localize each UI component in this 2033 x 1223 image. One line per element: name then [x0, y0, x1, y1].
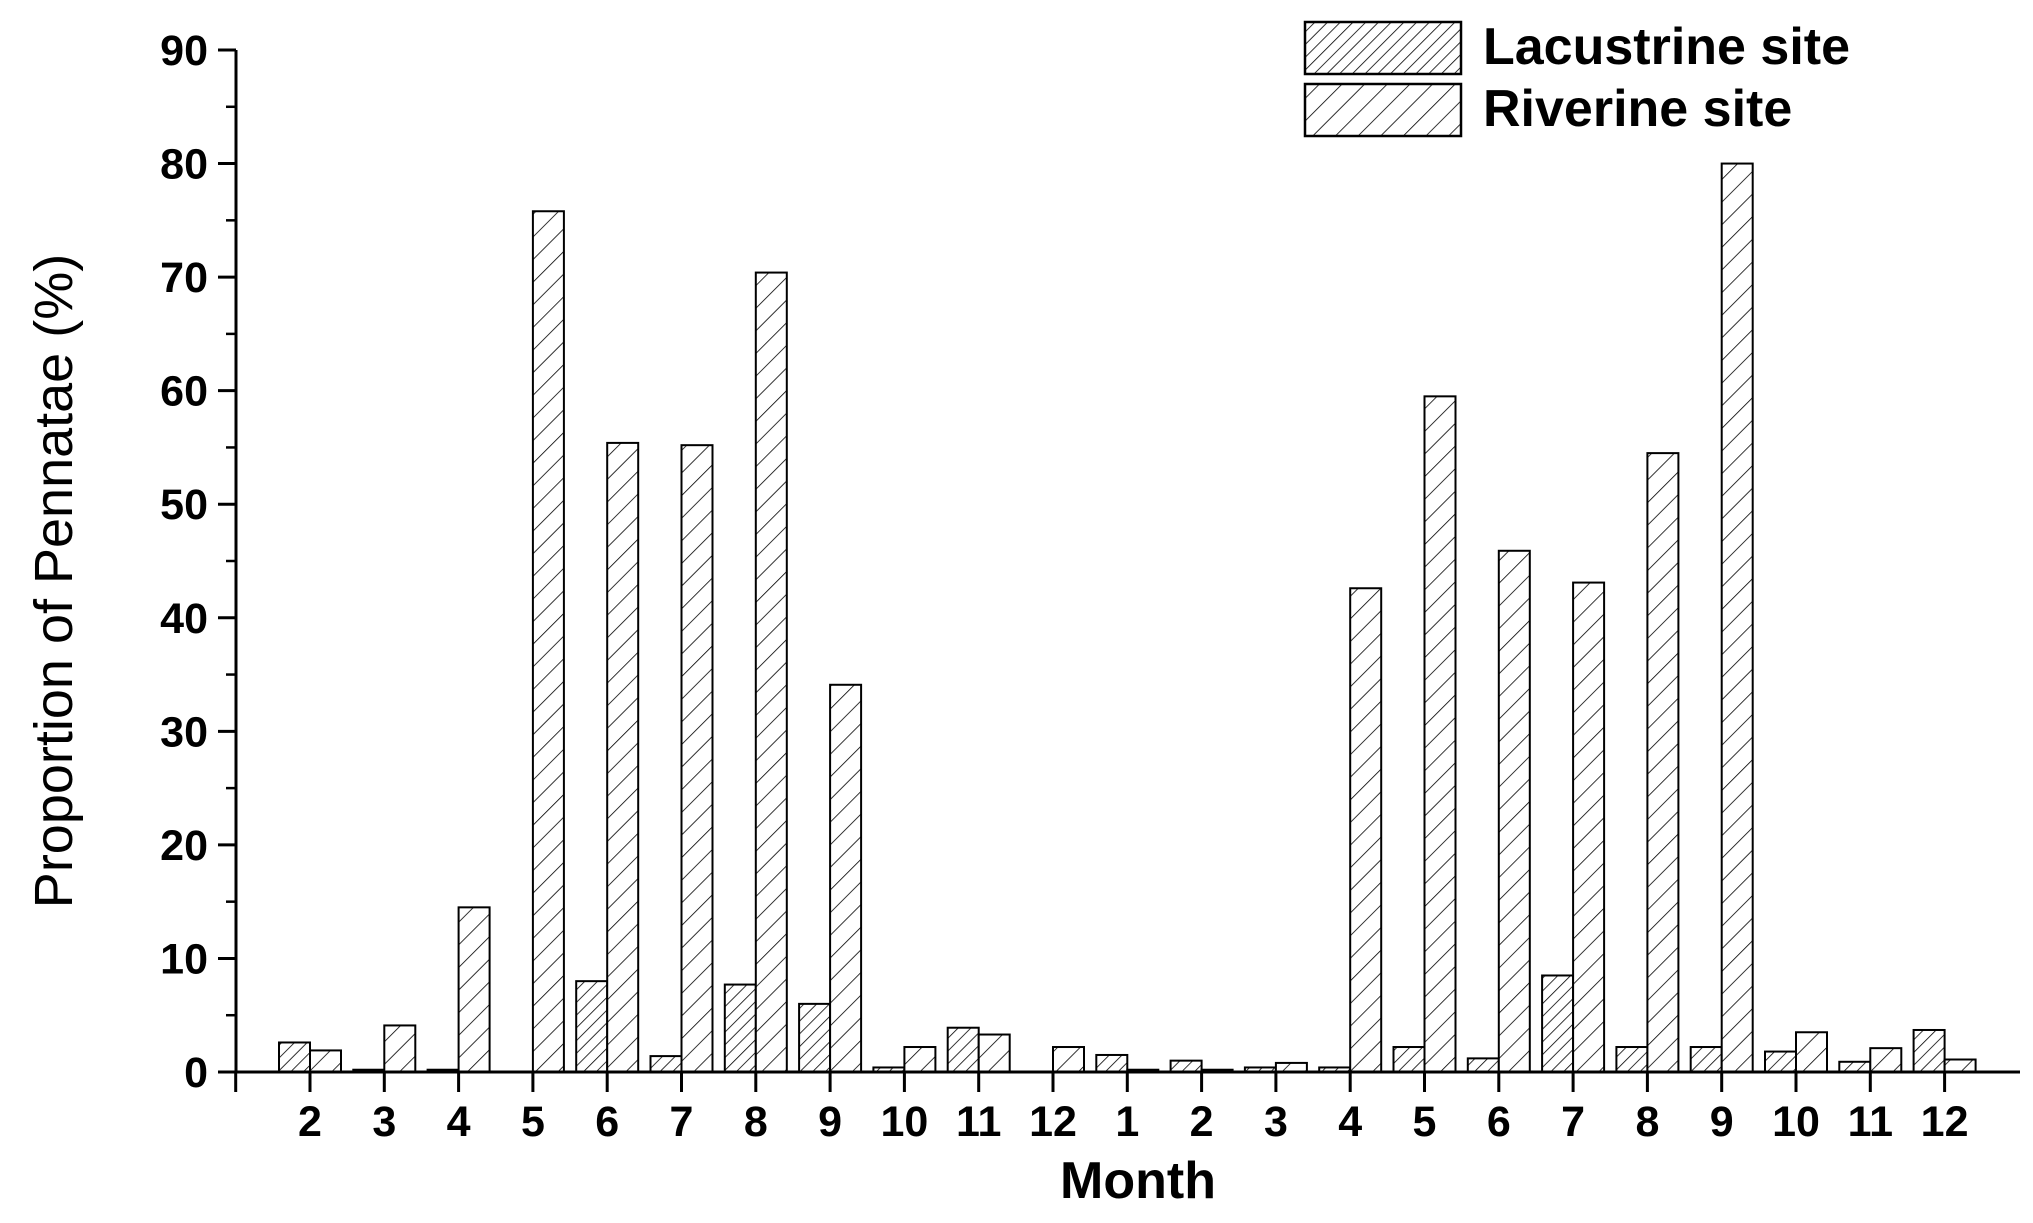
y-tick-label-20: 20 — [160, 822, 208, 870]
bar-riverine-5 — [680, 444, 714, 1073]
y-tick-label-10: 10 — [160, 935, 208, 983]
bar-lacustrine-11 — [1095, 1053, 1129, 1074]
x-tick-label-12: 2 — [1190, 1098, 1214, 1146]
x-tick-label-4: 6 — [595, 1098, 619, 1146]
bar-lacustrine-5 — [649, 1055, 683, 1073]
bar-riverine-18 — [1646, 452, 1680, 1074]
bar-riverine-16 — [1497, 549, 1531, 1073]
x-axis-title: Month — [1060, 1152, 1216, 1210]
x-tick-label-9: 11 — [956, 1098, 1001, 1146]
bar-riverine-15 — [1423, 395, 1457, 1074]
bar-riverine-7 — [829, 683, 863, 1074]
bar-riverine-14 — [1349, 587, 1383, 1074]
legend-label-lacustrine: Lacustrine site — [1483, 18, 1850, 76]
bar-lacustrine-18 — [1615, 1046, 1649, 1074]
x-tick-label-19: 9 — [1710, 1098, 1734, 1146]
bar-riverine-21 — [1869, 1047, 1903, 1073]
bar-lacustrine-6 — [723, 983, 757, 1073]
x-tick-label-7: 9 — [818, 1098, 842, 1146]
x-tick-label-5: 7 — [670, 1098, 694, 1146]
bar-riverine-10 — [1052, 1046, 1085, 1074]
x-tick-label-11: 1 — [1115, 1098, 1139, 1146]
bar-lacustrine-22 — [1912, 1028, 1946, 1074]
x-tick-label-15: 5 — [1413, 1098, 1437, 1146]
bar-riverine-19 — [1720, 162, 1754, 1074]
bar-riverine-9 — [977, 1033, 1011, 1073]
x-tick-label-22: 12 — [1921, 1098, 1969, 1146]
bar-riverine-22 — [1943, 1058, 1977, 1074]
bar-lacustrine-20 — [1764, 1050, 1797, 1074]
bar-lacustrine-12 — [1169, 1059, 1203, 1073]
x-tick-label-14: 4 — [1338, 1098, 1362, 1146]
axes-layer — [218, 48, 2020, 1092]
x-tick-label-21: 11 — [1848, 1098, 1893, 1146]
y-tick-label-0: 0 — [184, 1049, 208, 1097]
x-tick-label-0: 2 — [298, 1098, 322, 1146]
y-tick-label-40: 40 — [160, 595, 208, 643]
x-tick-label-18: 8 — [1635, 1098, 1659, 1146]
bar-lacustrine-9 — [946, 1026, 980, 1074]
x-tick-label-8: 10 — [880, 1098, 928, 1146]
bar-lacustrine-0 — [278, 1041, 311, 1074]
bar-riverine-6 — [754, 271, 788, 1073]
y-tick-label-80: 80 — [160, 141, 208, 189]
y-tick-label-30: 30 — [160, 708, 208, 756]
x-tick-label-17: 7 — [1561, 1098, 1585, 1146]
x-tick-label-20: 10 — [1772, 1098, 1820, 1146]
bar-lacustrine-16 — [1466, 1057, 1500, 1073]
legend-swatch-lacustrine — [1303, 20, 1463, 76]
y-tick-label-60: 60 — [160, 368, 208, 416]
x-tick-label-6: 8 — [744, 1098, 768, 1146]
bar-riverine-8 — [903, 1046, 937, 1074]
legend-label-riverine: Riverine site — [1483, 80, 1792, 138]
bar-riverine-3 — [531, 210, 565, 1073]
bar-riverine-1 — [383, 1024, 417, 1074]
bar-lacustrine-15 — [1392, 1046, 1426, 1074]
bar-lacustrine-4 — [575, 980, 609, 1074]
x-tick-label-16: 6 — [1487, 1098, 1511, 1146]
x-tick-label-13: 3 — [1264, 1098, 1288, 1146]
y-axis-title: Proportion of Pennatae (%) — [24, 254, 84, 908]
x-tick-label-10: 12 — [1029, 1098, 1077, 1146]
bar-riverine-20 — [1795, 1031, 1828, 1074]
x-tick-label-2: 4 — [447, 1098, 471, 1146]
bar-lacustrine-21 — [1838, 1060, 1872, 1074]
y-tick-label-50: 50 — [160, 481, 208, 529]
x-tick-label-1: 3 — [372, 1098, 396, 1146]
bars-layer — [278, 162, 1977, 1074]
bar-riverine-0 — [309, 1049, 342, 1073]
bar-lacustrine-17 — [1541, 974, 1575, 1074]
y-tick-label-90: 90 — [160, 27, 208, 75]
y-tick-label-70: 70 — [160, 254, 208, 302]
bar-riverine-2 — [457, 906, 491, 1073]
bar-riverine-4 — [606, 441, 640, 1073]
bar-lacustrine-7 — [798, 1002, 832, 1073]
bar-riverine-17 — [1572, 581, 1606, 1073]
legend-swatch-riverine — [1303, 82, 1463, 138]
x-tick-label-3: 5 — [521, 1098, 545, 1146]
bar-lacustrine-19 — [1689, 1046, 1723, 1074]
